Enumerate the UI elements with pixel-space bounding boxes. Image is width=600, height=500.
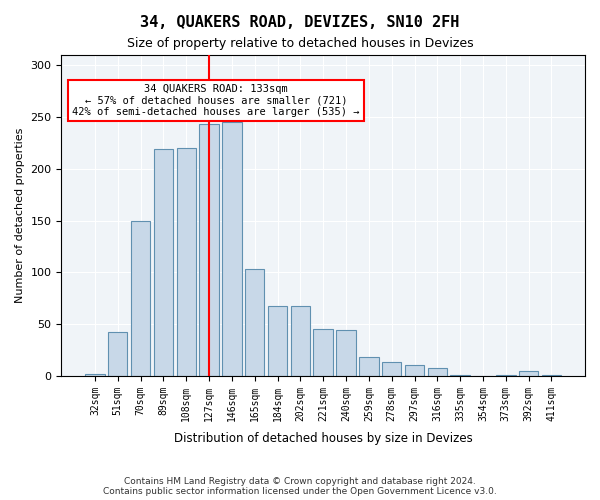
Bar [199,124,219,376]
Bar [290,306,310,376]
Bar [451,375,470,376]
Bar [428,368,447,376]
Bar [85,374,104,376]
Bar [154,149,173,376]
Bar [542,375,561,376]
Bar [268,306,287,376]
Y-axis label: Number of detached properties: Number of detached properties [15,128,25,303]
Bar [382,362,401,376]
Bar [245,270,265,376]
Bar [313,330,333,376]
Bar [405,364,424,376]
Bar [496,375,515,376]
Bar [519,370,538,376]
Bar [131,220,150,376]
X-axis label: Distribution of detached houses by size in Devizes: Distribution of detached houses by size … [174,432,473,445]
Bar [176,148,196,376]
Bar [359,358,379,376]
Bar [108,332,127,376]
Text: Contains public sector information licensed under the Open Government Licence v3: Contains public sector information licen… [103,488,497,496]
Bar [337,330,356,376]
Text: 34, QUAKERS ROAD, DEVIZES, SN10 2FH: 34, QUAKERS ROAD, DEVIZES, SN10 2FH [140,15,460,30]
Text: Contains HM Land Registry data © Crown copyright and database right 2024.: Contains HM Land Registry data © Crown c… [124,478,476,486]
Text: 34 QUAKERS ROAD: 133sqm
← 57% of detached houses are smaller (721)
42% of semi-d: 34 QUAKERS ROAD: 133sqm ← 57% of detache… [72,84,359,117]
Bar [222,122,242,376]
Text: Size of property relative to detached houses in Devizes: Size of property relative to detached ho… [127,38,473,51]
